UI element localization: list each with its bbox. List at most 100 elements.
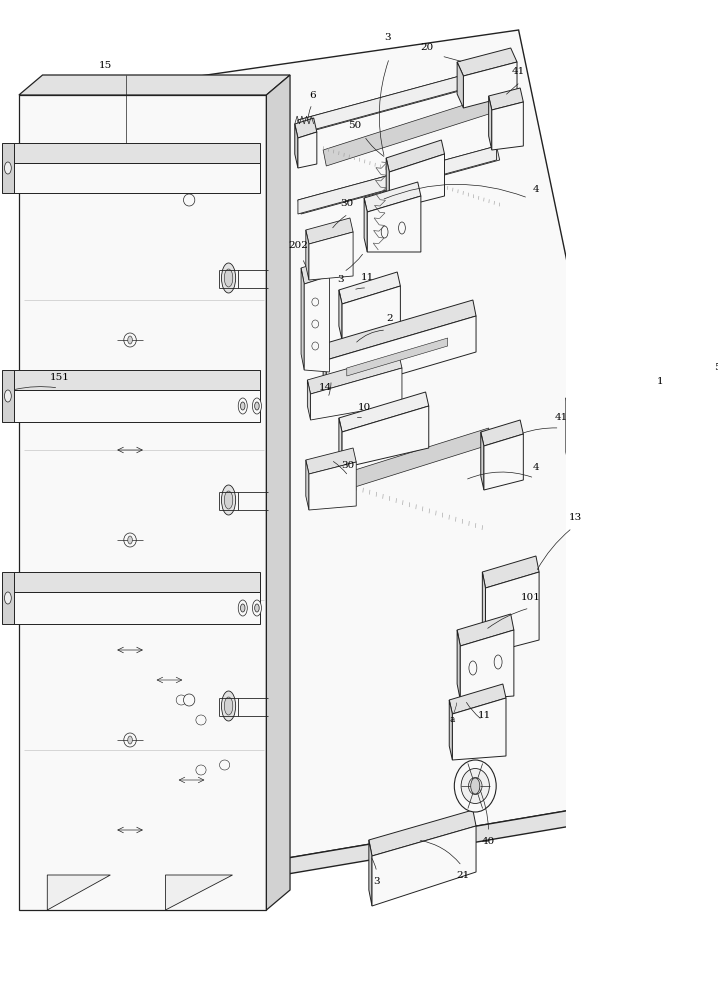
Polygon shape: [457, 614, 514, 646]
Text: 6: 6: [309, 91, 315, 100]
Ellipse shape: [196, 765, 206, 775]
Polygon shape: [339, 272, 401, 304]
Polygon shape: [13, 163, 260, 193]
Polygon shape: [166, 875, 233, 910]
Circle shape: [4, 592, 11, 604]
Polygon shape: [492, 102, 523, 150]
Ellipse shape: [123, 333, 136, 347]
Text: 2: 2: [386, 314, 393, 323]
Ellipse shape: [221, 263, 236, 293]
Circle shape: [253, 398, 261, 414]
Polygon shape: [309, 462, 356, 510]
Circle shape: [4, 390, 11, 402]
Polygon shape: [13, 592, 260, 624]
Ellipse shape: [221, 485, 236, 515]
Text: 5: 5: [714, 363, 718, 372]
Ellipse shape: [312, 320, 319, 328]
Polygon shape: [307, 380, 310, 420]
Polygon shape: [452, 698, 506, 760]
Polygon shape: [304, 276, 330, 372]
Circle shape: [469, 661, 477, 675]
Circle shape: [255, 402, 259, 410]
Polygon shape: [298, 66, 500, 134]
Polygon shape: [298, 146, 497, 214]
Text: 3: 3: [337, 275, 344, 284]
Ellipse shape: [123, 533, 136, 547]
Circle shape: [398, 222, 406, 234]
Polygon shape: [309, 232, 353, 280]
Polygon shape: [457, 630, 460, 700]
Text: 41: 41: [554, 413, 568, 422]
Polygon shape: [47, 875, 111, 910]
Circle shape: [4, 162, 11, 174]
Polygon shape: [566, 372, 665, 414]
Ellipse shape: [184, 194, 195, 206]
Ellipse shape: [220, 760, 230, 770]
Polygon shape: [323, 344, 326, 400]
Polygon shape: [347, 338, 447, 376]
Ellipse shape: [468, 778, 482, 794]
Text: 40: 40: [482, 837, 495, 846]
Polygon shape: [116, 30, 678, 860]
Circle shape: [128, 736, 132, 744]
Polygon shape: [457, 62, 463, 108]
Polygon shape: [389, 154, 444, 210]
Circle shape: [241, 604, 245, 612]
Polygon shape: [364, 198, 368, 252]
Polygon shape: [369, 840, 372, 906]
Polygon shape: [2, 572, 14, 624]
Polygon shape: [481, 432, 484, 490]
Polygon shape: [116, 88, 276, 876]
Ellipse shape: [176, 695, 187, 705]
Circle shape: [253, 600, 261, 616]
Text: 50: 50: [348, 120, 361, 129]
Polygon shape: [489, 96, 492, 150]
Polygon shape: [566, 398, 569, 468]
Polygon shape: [310, 368, 402, 420]
Polygon shape: [449, 700, 452, 760]
Ellipse shape: [196, 715, 206, 725]
Polygon shape: [482, 572, 485, 654]
Text: 21: 21: [457, 871, 470, 880]
Ellipse shape: [224, 697, 233, 715]
Polygon shape: [13, 370, 260, 390]
Circle shape: [381, 226, 388, 238]
Polygon shape: [449, 684, 506, 714]
Circle shape: [667, 382, 676, 398]
Polygon shape: [369, 810, 476, 856]
Polygon shape: [13, 572, 260, 592]
Circle shape: [241, 402, 245, 410]
Polygon shape: [481, 420, 523, 446]
Polygon shape: [386, 140, 444, 172]
Polygon shape: [460, 630, 514, 700]
Ellipse shape: [224, 491, 233, 509]
Polygon shape: [326, 316, 476, 396]
Polygon shape: [484, 434, 523, 490]
Ellipse shape: [123, 733, 136, 747]
Text: 41: 41: [512, 68, 526, 77]
Circle shape: [471, 778, 480, 794]
Polygon shape: [489, 88, 523, 110]
Polygon shape: [482, 556, 539, 588]
Polygon shape: [307, 354, 402, 394]
Polygon shape: [368, 196, 421, 252]
Text: 11: 11: [360, 273, 374, 282]
Circle shape: [238, 600, 247, 616]
Polygon shape: [339, 418, 342, 468]
Polygon shape: [2, 143, 14, 193]
Text: 4: 4: [533, 186, 539, 194]
Polygon shape: [19, 95, 266, 910]
Polygon shape: [306, 218, 353, 244]
Text: 14: 14: [319, 383, 332, 392]
Circle shape: [128, 536, 132, 544]
Text: 30: 30: [340, 200, 353, 209]
Polygon shape: [301, 268, 304, 370]
Ellipse shape: [224, 269, 233, 287]
Polygon shape: [463, 62, 517, 108]
Polygon shape: [295, 118, 317, 138]
Polygon shape: [323, 92, 508, 166]
Circle shape: [255, 604, 259, 612]
Polygon shape: [485, 572, 539, 654]
Text: 3: 3: [373, 878, 380, 886]
Polygon shape: [298, 132, 317, 168]
